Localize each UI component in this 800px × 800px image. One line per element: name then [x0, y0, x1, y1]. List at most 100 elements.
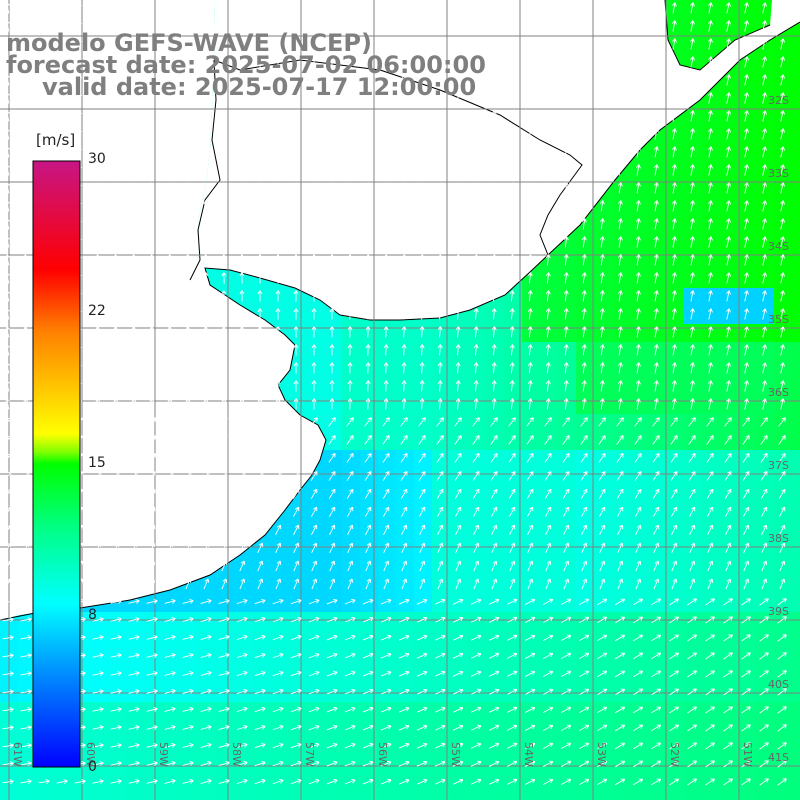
wind-arrow: [617, 290, 623, 302]
wind-arrow: [437, 56, 443, 68]
wind-speed-cell: [180, 774, 199, 793]
wind-arrow: [542, 778, 554, 785]
wind-arrow: [293, 272, 299, 284]
wind-speed-cell: [576, 648, 595, 667]
wind-speed-cell: [756, 522, 775, 541]
wind-arrow: [128, 653, 140, 658]
wind-arrow: [257, 272, 263, 284]
wind-arrow: [419, 38, 425, 50]
wind-arrow: [5, 398, 11, 410]
wind-arrow: [635, 200, 641, 212]
wind-speed-cell: [252, 540, 271, 559]
wind-arrow: [401, 128, 407, 140]
wind-speed-cell: [306, 738, 325, 757]
wind-speed-cell: [468, 486, 487, 505]
wind-speed-cell: [414, 648, 433, 667]
wind-arrow: [293, 236, 299, 248]
wind-speed-cell: [720, 288, 739, 307]
wind-arrow: [672, 380, 677, 392]
wind-arrow: [690, 146, 695, 158]
wind-arrow: [563, 578, 570, 590]
wind-speed-cell: [702, 306, 721, 325]
wind-speed-cell: [522, 522, 541, 541]
wind-speed-cell: [648, 216, 667, 235]
wind-arrow: [239, 272, 245, 284]
wind-speed-cell: [738, 756, 757, 775]
wind-speed-cell: [594, 558, 613, 577]
wind-arrow: [617, 74, 623, 86]
wind-speed-cell: [378, 594, 397, 613]
wind-arrow: [203, 200, 209, 212]
wind-arrow: [344, 652, 356, 659]
wind-speed-cell: [630, 792, 649, 800]
wind-arrow: [77, 38, 83, 50]
wind-arrow: [452, 598, 464, 605]
wind-arrow: [383, 542, 390, 554]
wind-arrow: [59, 2, 65, 14]
wind-arrow: [780, 398, 785, 410]
wind-speed-cell: [666, 756, 685, 775]
wind-arrow: [310, 417, 318, 427]
wind-speed-cell: [288, 306, 307, 325]
wind-arrow: [167, 110, 173, 122]
wind-speed-cell: [468, 612, 487, 631]
wind-arrow: [742, 488, 750, 499]
wind-arrow: [4, 488, 12, 499]
wind-arrow: [563, 146, 569, 158]
wind-arrow: [653, 236, 659, 248]
wind-speed-cell: [468, 540, 487, 559]
wind-arrow: [780, 182, 785, 194]
wind-arrow: [724, 417, 732, 427]
wind-arrow: [328, 470, 336, 481]
wind-speed-cell: [504, 378, 523, 397]
wind-arrow: [236, 706, 248, 713]
wind-speed-cell: [216, 630, 235, 649]
wind-arrow: [218, 724, 230, 731]
wind-arrow: [416, 742, 428, 749]
wind-speed-cell: [504, 774, 523, 793]
wind-arrow: [760, 488, 768, 499]
wind-arrow: [239, 56, 245, 68]
wind-arrow: [545, 524, 552, 536]
wind-arrow: [599, 92, 605, 104]
wind-speed-cell: [414, 666, 433, 685]
wind-arrow: [635, 2, 641, 14]
wind-arrow: [185, 308, 191, 320]
wind-speed-cell: [342, 432, 361, 451]
wind-speed-cell: [612, 270, 631, 289]
wind-arrow: [329, 362, 335, 374]
wind-arrow: [651, 706, 662, 714]
wind-speed-cell: [126, 612, 145, 631]
wind-arrow: [401, 2, 407, 14]
wind-arrow: [383, 524, 390, 536]
wind-speed-cell: [540, 756, 559, 775]
wind-speed-cell: [306, 360, 325, 379]
wind-arrow: [434, 652, 446, 659]
wind-speed-cell: [180, 702, 199, 721]
wind-speed-cell: [630, 738, 649, 757]
wind-arrow: [149, 128, 155, 140]
wind-arrow: [762, 74, 767, 86]
wind-speed-cell: [288, 522, 307, 541]
wind-speed-cell: [324, 756, 343, 775]
wind-speed-cell: [558, 252, 577, 271]
wind-speed-cell: [756, 378, 775, 397]
wind-speed-cell: [342, 324, 361, 343]
wind-arrow: [780, 362, 785, 374]
wind-speed-cell: [774, 36, 793, 55]
wind-arrow: [669, 760, 680, 768]
wind-arrow: [509, 254, 515, 266]
wind-arrow: [275, 236, 281, 248]
wind-arrow: [562, 435, 570, 445]
wind-arrow: [651, 778, 662, 786]
wind-arrow: [275, 92, 281, 104]
wind-speed-cell: [756, 342, 775, 361]
wind-arrow: [455, 398, 461, 410]
wind-arrow: [581, 110, 587, 122]
wind-speed-cell: [648, 144, 667, 163]
wind-speed-cell: [594, 612, 613, 631]
wind-arrow: [221, 524, 228, 536]
wind-speed-cell: [234, 576, 253, 595]
wind-speed-cell: [720, 0, 739, 19]
wind-arrow: [146, 689, 158, 694]
